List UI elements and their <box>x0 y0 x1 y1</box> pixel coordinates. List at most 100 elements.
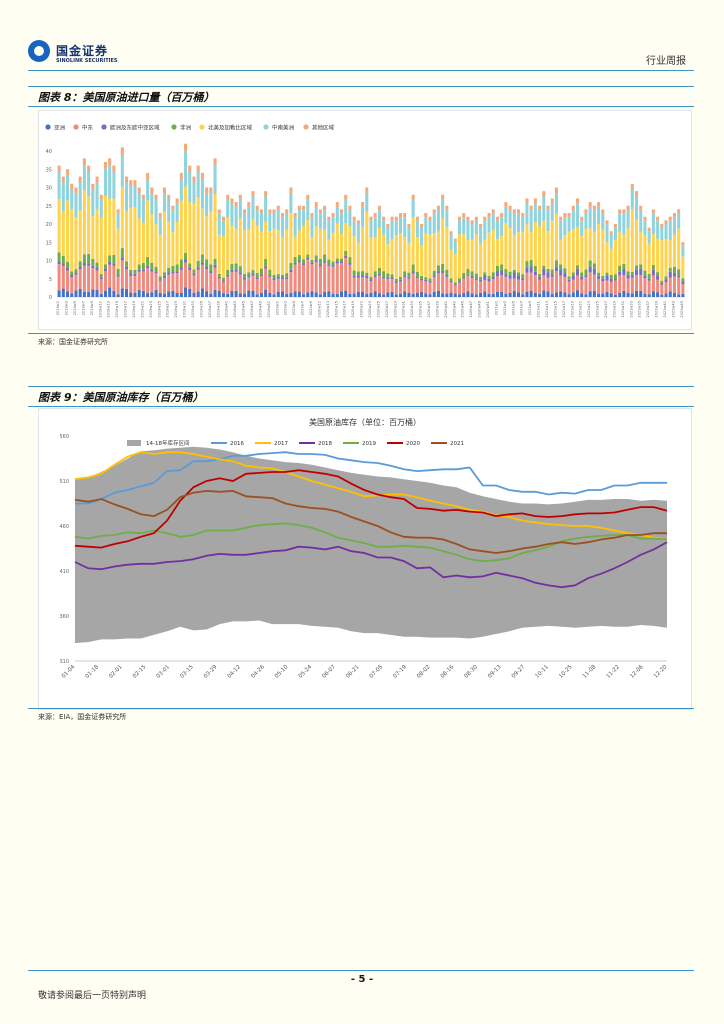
bar-segment <box>500 264 504 271</box>
bar-segment <box>192 273 196 276</box>
bar-segment <box>133 273 137 277</box>
bar-segment <box>656 238 660 273</box>
bar-segment <box>192 269 196 274</box>
bar-segment <box>171 290 175 297</box>
bar-segment <box>407 278 411 293</box>
legend-marker <box>45 124 51 130</box>
bar-segment <box>403 291 407 297</box>
bar-segment <box>656 279 660 293</box>
x-tick-label: 2020w39 <box>435 300 439 317</box>
bar-segment <box>588 202 592 207</box>
bar-segment <box>129 207 133 270</box>
bar-segment <box>639 269 643 276</box>
bar-segment <box>592 210 596 232</box>
bar-segment <box>474 220 478 235</box>
report-type-label: 行业周报 <box>646 56 686 67</box>
bar-segment <box>129 273 133 276</box>
bar-segment <box>449 234 453 251</box>
bar-segment <box>479 224 483 228</box>
bar-segment <box>672 213 676 218</box>
bar-segment <box>66 270 70 292</box>
bar-segment <box>280 291 285 297</box>
bar-segment <box>272 209 276 214</box>
bar-segment <box>361 206 365 227</box>
y-tick-label: 25 <box>46 204 52 210</box>
bar-segment <box>483 274 487 281</box>
legend-marker <box>303 124 309 130</box>
bar-segment <box>344 257 348 291</box>
bar-segment <box>546 277 550 292</box>
bar-segment <box>251 275 255 292</box>
bar-segment <box>150 187 154 193</box>
bar-segment <box>318 258 322 265</box>
bar-segment <box>525 261 529 268</box>
bar-segment <box>377 227 381 268</box>
bar-segment <box>276 291 280 297</box>
bar-segment <box>538 279 542 294</box>
bar-segment <box>285 213 289 230</box>
bar-segment <box>576 203 580 227</box>
bar-segment <box>521 231 525 275</box>
bar-segment <box>597 223 601 273</box>
bar-segment <box>146 200 150 258</box>
bar-segment <box>87 265 91 293</box>
x-tick-label: 2020w15 <box>334 301 338 318</box>
bar-segment <box>293 217 297 237</box>
bar-segment <box>369 279 373 282</box>
bar-segment <box>175 273 179 293</box>
bar-segment <box>255 225 259 273</box>
bar-segment <box>192 275 196 293</box>
import-volume-chart: 亚洲 中东 欧洲及东欧中亚区域 非洲 北美及加勒比区域 中南美洲 其他区域051015202… <box>45 124 685 318</box>
x-tick-label: 04-12 <box>227 664 243 680</box>
bar-segment <box>554 267 558 272</box>
bar-segment <box>487 281 491 294</box>
bar-segment <box>538 273 542 278</box>
bar-segment <box>318 213 322 229</box>
bar-segment <box>677 269 681 276</box>
bar-segment <box>398 281 403 294</box>
bar-segment <box>196 172 200 198</box>
bar-segment <box>137 192 141 219</box>
bar-segment <box>61 211 65 256</box>
x-tick-label: 2020w21 <box>360 301 364 318</box>
bar-segment <box>542 265 546 269</box>
bar-segment <box>61 265 65 289</box>
legend-label: 北美及加勒比区域 <box>208 124 253 132</box>
bar-segment <box>373 237 377 272</box>
bar-segment <box>57 172 61 200</box>
bar-segment <box>344 199 348 223</box>
bar-segment <box>403 275 407 278</box>
bar-segment <box>428 278 432 282</box>
bar-segment <box>230 290 234 297</box>
bar-segment <box>470 224 474 240</box>
bar-segment <box>91 258 95 266</box>
bar-segment <box>217 278 221 291</box>
bar-segment <box>150 214 154 263</box>
bar-segment <box>382 216 386 221</box>
bar-segment <box>495 220 499 240</box>
figure8-title-rule <box>28 106 694 107</box>
bar-segment <box>571 229 575 273</box>
bar-segment <box>373 217 377 238</box>
x-tick-label: 2020w17 <box>343 301 347 318</box>
bar-segment <box>491 213 495 230</box>
bar-segment <box>162 275 166 278</box>
bar-segment <box>230 198 234 204</box>
bar-segment <box>369 281 373 293</box>
bar-segment <box>630 277 634 294</box>
bar-segment <box>348 294 352 297</box>
bar-segment <box>348 263 352 265</box>
bar-segment <box>162 272 166 276</box>
x-tick-label: 2020w45 <box>461 301 465 318</box>
y-tick-label: 20 <box>46 222 52 228</box>
bar-segment <box>567 217 571 232</box>
x-tick-label: 09-27 <box>511 664 527 680</box>
bar-segment <box>167 221 171 268</box>
bar-segment <box>179 172 183 180</box>
bar-segment <box>306 259 310 293</box>
bar-segment <box>622 268 626 276</box>
bar-segment <box>91 268 95 290</box>
x-tick-label: 2020w47 <box>469 301 473 318</box>
bar-segment <box>508 278 512 293</box>
bar-segment <box>243 230 247 275</box>
